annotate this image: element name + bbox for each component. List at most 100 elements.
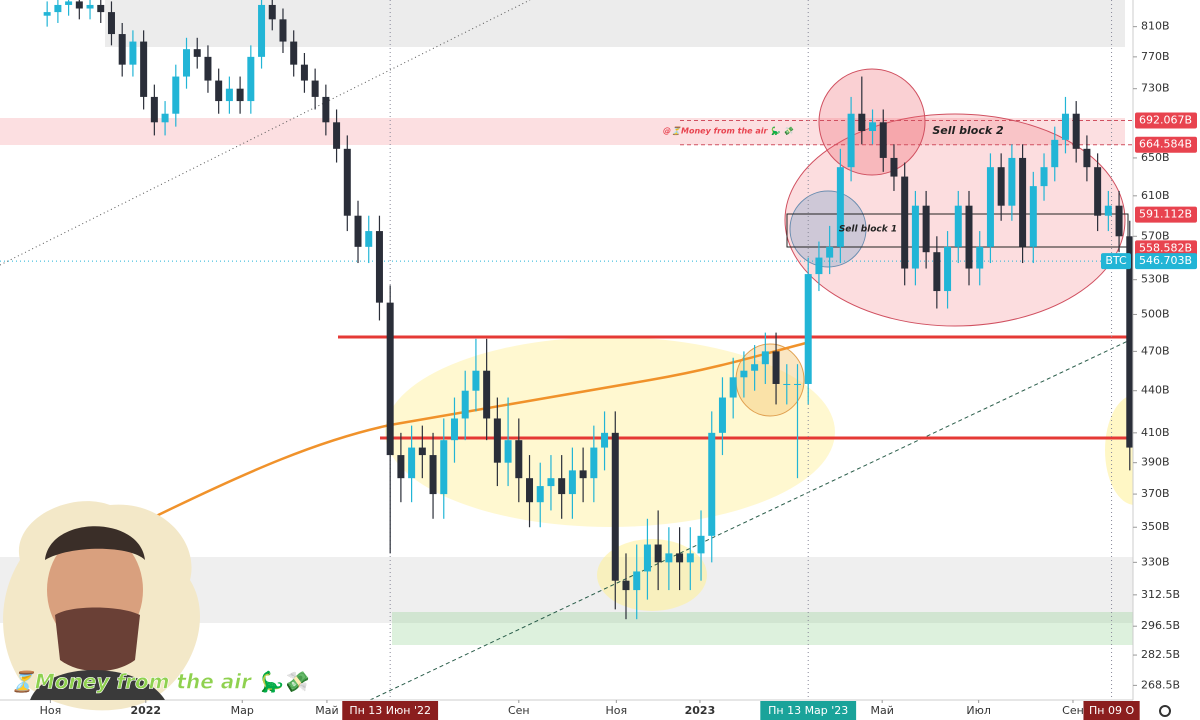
y-tick-label: 296.5B: [1141, 619, 1180, 632]
trend-line: [369, 339, 1131, 701]
y-tick-label: 650B: [1141, 151, 1170, 164]
candle-body: [911, 205, 919, 269]
candle-body: [751, 364, 759, 371]
candle-body: [826, 246, 834, 258]
price-tag-label: 664.584B: [1139, 138, 1192, 151]
x-tick-highlight: [1083, 701, 1140, 720]
x-tick-label: Пн 13 Июн '22: [349, 704, 431, 717]
y-tick-label: 330B: [1141, 555, 1170, 568]
candle-body: [429, 455, 437, 495]
y-tick-label: 410B: [1141, 426, 1170, 439]
candle-body: [568, 470, 576, 495]
candle-body: [783, 383, 791, 385]
zone: [735, 343, 805, 417]
candle-body: [815, 257, 823, 275]
candle-body: [375, 231, 383, 303]
candle-body: [1094, 167, 1102, 216]
x-tick-label: Ноя: [606, 704, 628, 717]
settings-icon[interactable]: [1159, 705, 1171, 717]
annotation: Sell block 2: [932, 124, 1004, 137]
candle-body: [440, 440, 448, 495]
candle-body: [1029, 186, 1037, 247]
candle-body: [954, 205, 962, 247]
annotation: Sell block 1: [839, 225, 897, 235]
watermark: ⏳Money from the air 🦕💸: [10, 670, 312, 694]
candle-body: [365, 231, 373, 247]
candle-body: [558, 478, 566, 495]
candle-body: [986, 167, 994, 247]
candle-body: [718, 397, 726, 433]
x-tick-label: Июл: [966, 704, 991, 717]
candle-body: [504, 440, 512, 463]
x-tick-highlight: [342, 701, 439, 720]
avatar-body: [30, 670, 165, 700]
symbol-tag: [1101, 253, 1131, 270]
candle-body: [258, 4, 266, 57]
candle-body: [686, 553, 694, 563]
zone: [0, 118, 1125, 145]
candle-body: [793, 383, 801, 385]
zone: [392, 612, 1133, 645]
price-tag-label: 692.067B: [1139, 114, 1192, 127]
overlay-text: Sell block 2 Sell block 1 @⏳Money from the…: [663, 124, 1004, 235]
candle-body: [729, 377, 737, 398]
zone: [789, 190, 867, 268]
candle-body: [54, 4, 62, 13]
candle-body: [333, 122, 341, 149]
candle-body: [804, 274, 812, 384]
candle-body: [97, 4, 105, 13]
candle-body: [1083, 148, 1091, 168]
y-tick-label: 390B: [1141, 456, 1170, 469]
price-tag-label: 546.703B: [1139, 254, 1192, 267]
candles: [0, 0, 1134, 700]
candle-body: [290, 41, 298, 65]
x-tick-label: 2022: [130, 704, 161, 717]
x-tick-label: Май: [870, 704, 893, 717]
candle-body: [247, 56, 255, 102]
candle-body: [944, 246, 952, 292]
candle-body: [933, 252, 941, 292]
candle-body: [1061, 113, 1069, 140]
y-tick-label: 470B: [1141, 344, 1170, 357]
candle-body: [268, 4, 276, 20]
candle-body: [1072, 113, 1080, 149]
x-tick-label: Сен: [1062, 704, 1084, 717]
candle-body: [118, 34, 126, 65]
y-tick-label: 440B: [1141, 384, 1170, 397]
candle-body: [311, 80, 319, 97]
candle-body: [654, 544, 662, 563]
y-tick-label: 370B: [1141, 487, 1170, 500]
y-tick-label: 770B: [1141, 50, 1170, 63]
y-tick-label: 570B: [1141, 229, 1170, 242]
candle-body: [343, 148, 351, 216]
candle-body: [976, 246, 984, 269]
candle-body: [879, 122, 887, 158]
avatar-hair: [45, 526, 145, 560]
candle-body: [1051, 139, 1059, 168]
price-tag: [1135, 112, 1197, 129]
y-tick-label: 282.5B: [1141, 648, 1180, 661]
symbol-label: BTC: [1105, 254, 1127, 267]
candle-body: [526, 478, 534, 503]
x-tick-label: Пн 13 Мар '23: [768, 704, 848, 717]
x-tick-label: Пн 09 О: [1089, 704, 1134, 717]
candle-body: [483, 370, 491, 419]
candle-body: [43, 12, 51, 16]
candle-body: [665, 553, 673, 563]
zone: [105, 0, 1125, 47]
avatar-mask: [55, 607, 140, 672]
x-tick-label: Ноя: [40, 704, 62, 717]
candle-body: [1104, 205, 1112, 216]
candle-body: [965, 205, 973, 269]
candle-body: [836, 167, 844, 247]
x-tick-highlight: [760, 701, 857, 720]
trend-line: [0, 0, 531, 266]
time-axis: [0, 700, 1200, 720]
candle-body: [204, 56, 212, 81]
settings-icon[interactable]: [1159, 705, 1171, 717]
candle-body: [86, 4, 94, 9]
candle-body: [322, 96, 330, 123]
x-tick-label: 2023: [685, 704, 716, 717]
y-tick-label: 312.5B: [1141, 588, 1180, 601]
